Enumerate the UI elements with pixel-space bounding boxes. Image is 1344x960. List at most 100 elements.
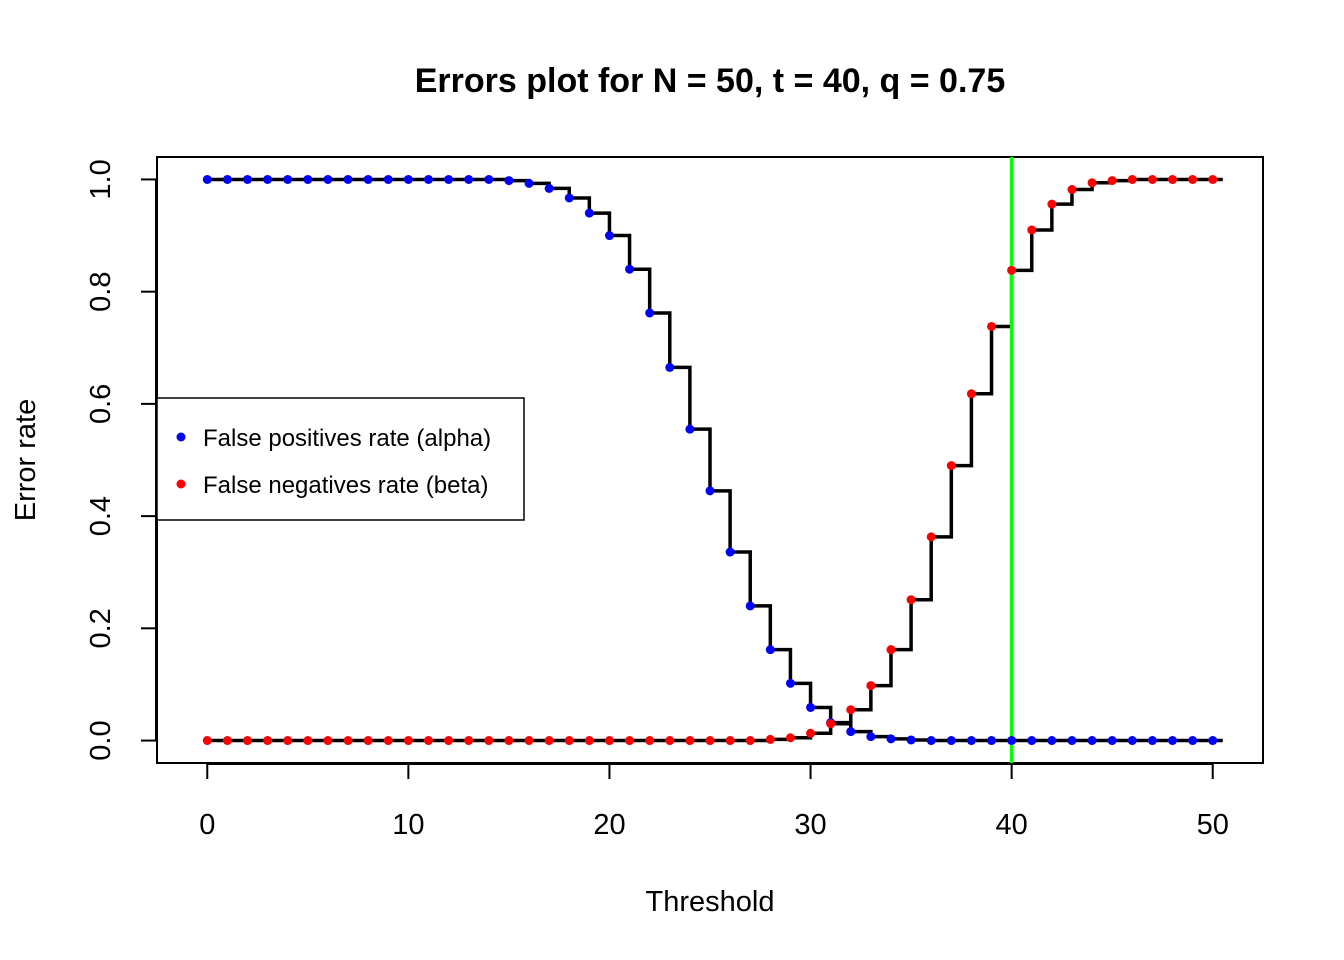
data-point-series-1 — [464, 736, 474, 746]
data-point-series-0 — [1208, 736, 1218, 746]
x-axis-label: Threshold — [646, 886, 775, 918]
data-point-series-0 — [926, 736, 936, 746]
x-tick-label: 0 — [199, 809, 215, 841]
y-tick-label: 0.2 — [85, 608, 117, 648]
data-point-series-1 — [665, 736, 675, 746]
data-point-series-0 — [866, 732, 876, 742]
y-tick-label: 0.0 — [85, 720, 117, 760]
data-point-series-1 — [826, 719, 836, 729]
data-point-series-0 — [363, 174, 373, 184]
data-point-series-0 — [1047, 736, 1057, 746]
data-point-series-0 — [383, 174, 393, 184]
data-point-series-1 — [1027, 225, 1037, 235]
data-point-series-1 — [584, 736, 594, 746]
data-point-series-1 — [544, 736, 554, 746]
data-point-series-0 — [263, 174, 273, 184]
data-point-series-1 — [785, 733, 795, 743]
data-point-series-1 — [987, 321, 997, 331]
data-point-series-1 — [323, 736, 333, 746]
data-point-series-0 — [625, 264, 635, 274]
data-point-series-1 — [926, 532, 936, 542]
data-point-series-0 — [1007, 736, 1017, 746]
legend: False positives rate (alpha) False negat… — [156, 397, 525, 521]
data-point-series-0 — [1107, 736, 1117, 746]
data-point-series-1 — [1007, 265, 1017, 275]
data-point-series-1 — [966, 389, 976, 399]
data-point-series-1 — [222, 736, 232, 746]
data-point-series-0 — [504, 176, 514, 186]
data-point-series-1 — [1067, 185, 1077, 195]
data-point-series-0 — [946, 736, 956, 746]
data-point-series-0 — [242, 174, 252, 184]
x-tick-label: 10 — [392, 809, 424, 841]
data-point-series-0 — [524, 178, 534, 188]
data-point-series-0 — [1188, 736, 1198, 746]
data-point-series-1 — [886, 645, 896, 655]
data-point-series-0 — [725, 547, 735, 557]
data-point-series-0 — [987, 736, 997, 746]
legend-box — [156, 397, 525, 521]
data-point-series-0 — [1087, 736, 1097, 746]
data-point-series-1 — [725, 736, 735, 746]
data-point-series-0 — [1027, 736, 1037, 746]
data-point-series-0 — [1147, 736, 1157, 746]
data-point-series-1 — [1107, 176, 1117, 186]
data-point-series-0 — [444, 174, 454, 184]
data-point-series-0 — [906, 735, 916, 745]
y-tick-label: 0.8 — [85, 272, 117, 312]
data-point-series-0 — [806, 702, 816, 712]
data-point-series-1 — [1087, 178, 1097, 188]
x-tick-label: 50 — [1197, 809, 1229, 841]
data-point-series-1 — [1208, 174, 1218, 184]
data-point-series-0 — [705, 486, 715, 496]
data-point-series-1 — [444, 736, 454, 746]
data-point-series-1 — [705, 736, 715, 746]
data-point-series-0 — [464, 174, 474, 184]
y-tick-label: 0.4 — [85, 496, 117, 536]
data-point-series-1 — [745, 736, 755, 746]
data-point-series-0 — [886, 734, 896, 744]
y-tick-label: 1.0 — [85, 159, 117, 199]
data-point-series-0 — [1127, 736, 1137, 746]
x-tick-label: 20 — [593, 809, 625, 841]
data-point-series-1 — [604, 736, 614, 746]
data-point-series-1 — [906, 595, 916, 605]
data-point-series-0 — [423, 174, 433, 184]
chart-title: Errors plot for N = 50, t = 40, q = 0.75 — [415, 62, 1006, 100]
data-point-series-0 — [745, 601, 755, 611]
data-point-series-0 — [584, 208, 594, 218]
data-point-series-1 — [1147, 174, 1157, 184]
data-point-series-1 — [685, 736, 695, 746]
legend-entry-alpha: False positives rate (alpha) — [203, 425, 491, 452]
data-point-series-0 — [966, 736, 976, 746]
legend-marker-alpha — [176, 432, 186, 442]
data-point-series-1 — [1127, 174, 1137, 184]
data-point-series-0 — [484, 174, 494, 184]
data-point-series-0 — [1168, 736, 1178, 746]
data-point-series-0 — [544, 183, 554, 193]
data-point-series-0 — [604, 231, 614, 241]
series-points — [202, 174, 1218, 746]
data-point-series-0 — [202, 174, 212, 184]
data-point-series-1 — [343, 736, 353, 746]
y-tick-label: 0.6 — [85, 384, 117, 424]
data-point-series-1 — [242, 736, 252, 746]
x-axis: 0 10 20 30 40 50 — [199, 763, 1229, 841]
data-point-series-0 — [765, 645, 775, 655]
data-point-series-1 — [202, 736, 212, 746]
x-tick-label: 40 — [996, 809, 1028, 841]
data-point-series-1 — [946, 461, 956, 471]
data-point-series-0 — [1067, 736, 1077, 746]
data-point-series-1 — [423, 736, 433, 746]
data-point-series-1 — [1168, 174, 1178, 184]
data-point-series-0 — [343, 174, 353, 184]
data-point-series-0 — [665, 362, 675, 372]
data-point-series-1 — [363, 736, 373, 746]
legend-marker-beta — [176, 479, 186, 489]
data-point-series-1 — [303, 736, 313, 746]
data-point-series-1 — [564, 736, 574, 746]
data-point-series-0 — [403, 174, 413, 184]
data-point-series-1 — [524, 736, 534, 746]
data-point-series-1 — [1188, 174, 1198, 184]
